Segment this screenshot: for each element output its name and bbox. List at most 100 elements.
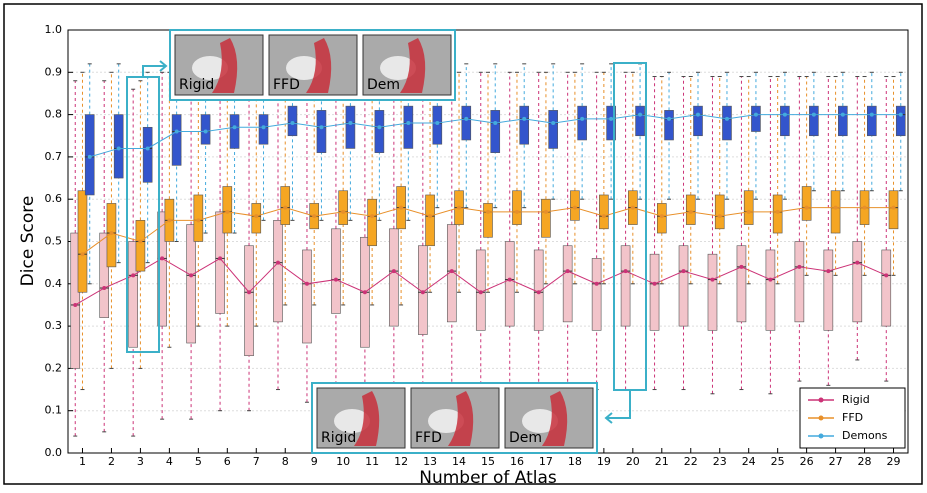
median-dot — [167, 218, 172, 223]
box — [490, 110, 501, 153]
box — [432, 105, 443, 145]
median-dot — [623, 269, 628, 274]
median-dot — [739, 264, 744, 269]
x-tick-label: 7 — [253, 455, 260, 468]
x-tick-label: 12 — [394, 455, 408, 468]
x-tick-label: 11 — [365, 455, 379, 468]
median-dot — [420, 290, 425, 295]
median-dot — [804, 205, 809, 210]
median-dot — [80, 252, 85, 257]
legend-swatch — [818, 397, 824, 403]
box — [591, 258, 602, 331]
box — [461, 105, 472, 141]
median-dot — [840, 112, 845, 117]
inset-shape — [542, 391, 568, 446]
box — [606, 105, 616, 141]
median-dot — [551, 121, 556, 126]
box — [345, 105, 356, 149]
x-tick-label: 2 — [108, 455, 115, 468]
box — [743, 190, 754, 225]
y-tick-label: 0.3 — [45, 319, 63, 332]
median-dot — [855, 260, 860, 265]
inset-label: Rigid — [179, 77, 214, 93]
box — [548, 110, 558, 149]
median-dot — [362, 290, 367, 295]
median-dot — [131, 273, 136, 278]
box — [772, 194, 783, 234]
median-dot — [782, 112, 787, 117]
box — [389, 228, 399, 327]
median-dot — [116, 146, 121, 151]
box — [736, 245, 747, 323]
box — [425, 194, 435, 247]
box — [99, 232, 110, 318]
legend-swatch — [818, 415, 824, 421]
y-tick-label: 0.4 — [45, 277, 63, 290]
box — [765, 249, 776, 331]
inset-label: Dem — [509, 430, 542, 446]
box — [649, 253, 660, 331]
box — [403, 105, 414, 149]
box — [77, 190, 88, 293]
median-dot — [102, 286, 107, 291]
box — [280, 186, 291, 225]
x-tick-label: 9 — [311, 455, 318, 468]
y-tick-label: 1.0 — [45, 23, 63, 36]
median-dot — [435, 121, 440, 126]
x-tick-label: 25 — [771, 455, 785, 468]
median-dot — [609, 116, 614, 121]
box — [888, 190, 899, 230]
median-dot — [746, 209, 751, 214]
box — [751, 105, 761, 132]
x-axis-label: Number of Atlas — [419, 468, 557, 488]
median-dot — [630, 205, 635, 210]
box — [570, 190, 580, 221]
x-tick-label: 29 — [887, 455, 901, 468]
median-dot — [514, 209, 519, 214]
median-dot — [659, 214, 664, 219]
x-tick-label: 26 — [800, 455, 814, 468]
median-dot — [276, 260, 280, 265]
box — [142, 126, 153, 183]
median-dot — [348, 121, 353, 126]
box — [541, 198, 551, 238]
median-dot — [232, 125, 237, 130]
median-dot — [449, 269, 454, 274]
median-dot — [73, 302, 78, 307]
box — [367, 198, 377, 247]
x-tick-label: 19 — [597, 455, 611, 468]
box — [128, 241, 138, 348]
median-dot — [862, 205, 867, 210]
median-dot — [898, 112, 903, 117]
inset-shape — [192, 56, 228, 80]
median-dot — [522, 116, 527, 121]
median-dot — [87, 154, 92, 159]
median-dot — [319, 125, 324, 130]
box — [244, 245, 254, 357]
x-tick-label: 28 — [858, 455, 872, 468]
x-tick-label: 27 — [829, 455, 843, 468]
median-dot — [667, 116, 672, 121]
inset-shape — [306, 38, 332, 93]
box — [287, 105, 298, 137]
inset-shape — [448, 391, 474, 446]
median-dot — [884, 273, 889, 278]
median-dot — [696, 112, 700, 117]
box — [113, 114, 124, 179]
median-dot — [225, 209, 230, 214]
series-0 — [70, 71, 892, 437]
box — [635, 105, 645, 137]
box — [200, 114, 211, 145]
box — [171, 114, 182, 166]
x-tick-label: 10 — [336, 455, 350, 468]
median-dot — [145, 146, 150, 151]
box — [84, 114, 95, 196]
box — [866, 105, 877, 137]
y-tick-label: 0.6 — [45, 192, 63, 205]
median-dot — [189, 273, 194, 278]
box — [852, 241, 863, 323]
median-dot — [652, 281, 657, 286]
y-tick-label: 0.1 — [45, 404, 63, 417]
x-tick-label: 13 — [423, 455, 437, 468]
x-tick-label: 4 — [166, 455, 173, 468]
